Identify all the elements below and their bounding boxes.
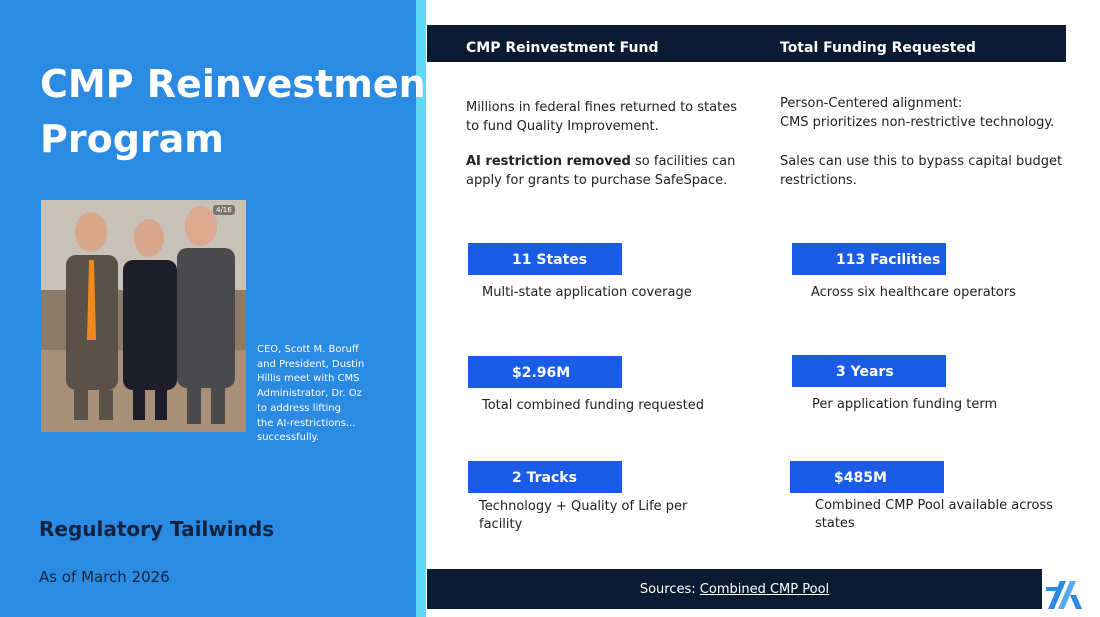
stat-label: Multi-state application coverage (482, 285, 692, 300)
footer-prefix: Sources: (639, 582, 696, 597)
text: so facilities can (635, 154, 736, 169)
title: CMP Reinvestment (40, 62, 444, 106)
date: As of March 2026 (39, 568, 170, 586)
text-line: to fund Quality Improvement. (466, 119, 659, 134)
footer-bar: Sources: Combined CMP Pool (427, 569, 1042, 609)
stat-label: Per application funding term (812, 397, 998, 412)
header-bar (427, 25, 1066, 62)
paragraph: AI restriction removed so facilities can… (466, 152, 735, 190)
stat-value: 11 States (468, 243, 622, 275)
stat-label: Across six healthcare operators (811, 285, 1016, 300)
stat-value: 113 Facilities (792, 243, 946, 275)
text-line: restrictions. (780, 173, 857, 188)
header-label: CMP Reinvestment Fund (466, 40, 659, 56)
text-line: Sales can use this to bypass capital bud… (780, 154, 1063, 169)
paragraph: Sales can use this to bypass capital bud… (780, 152, 1062, 190)
photo-badge: 4/16 (213, 205, 235, 215)
stat-label: Combined CMP Pool available across state… (815, 498, 1053, 531)
text-line: apply for grants to purchase SafeSpace. (466, 173, 728, 188)
subtitle: Regulatory Tailwinds (39, 517, 275, 541)
text-line: Person-Centered alignment: (780, 96, 963, 111)
stat-value: $485M (790, 461, 944, 493)
stat-value: 2 Tracks (468, 461, 622, 493)
caption-line: the AI-restrictions... (257, 417, 356, 429)
title: Program (40, 117, 224, 161)
paragraph: Millions in federal fines returned to st… (466, 98, 737, 136)
text-line: Millions in federal fines returned to st… (466, 100, 737, 115)
caption-line: successfully. (257, 432, 320, 444)
caption-line: Administrator, Dr. Oz (257, 388, 362, 400)
stat-label: Total combined funding requested (482, 398, 704, 413)
source-link[interactable]: Combined CMP Pool (699, 582, 830, 597)
stat-value: 3 Years (792, 355, 946, 387)
stat-value: $2.96M (468, 356, 622, 388)
photo (41, 200, 246, 432)
text-line: CMS prioritizes non-restrictive technolo… (780, 115, 1055, 130)
paragraph: Person-Centered alignment: CMS prioritiz… (780, 94, 1054, 132)
stat-label: Technology + Quality of Life per facilit… (479, 499, 688, 532)
header-label: Total Funding Requested (780, 40, 976, 56)
text-line: AI restriction removed so facilities can (466, 152, 735, 171)
caption-line: CEO, Scott M. Boruff (257, 344, 359, 355)
logo (1046, 581, 1082, 609)
caption-line: and President, Dustin (257, 358, 365, 370)
accent-stripe (416, 0, 426, 617)
caption-line: Hillis meet with CMS (257, 373, 360, 385)
bold-text: AI restriction removed (466, 154, 631, 169)
caption-line: to address lifting (257, 402, 341, 414)
